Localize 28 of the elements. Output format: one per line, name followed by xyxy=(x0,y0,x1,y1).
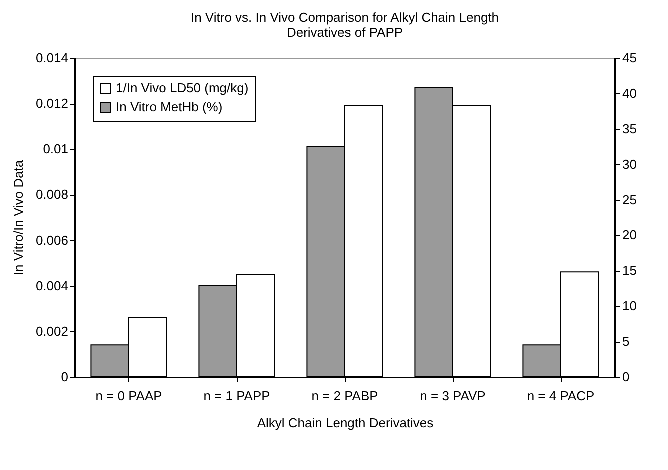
x-tick-label: n = 4 PACP xyxy=(527,388,595,404)
y-tick-label: 0.014 xyxy=(36,50,68,66)
y-tick-label: 0.006 xyxy=(36,232,68,248)
chart-title: In Vitro vs. In Vivo Comparison for Alkyl Chain Length Derivatives of PAPP xyxy=(190,10,500,40)
y2-tick-label: 0 xyxy=(622,370,630,384)
legend-label: In Vitro MetHb (%) xyxy=(116,100,223,114)
y-tick-label: 0.01 xyxy=(43,142,68,157)
x-axis-title: Alkyl Chain Length Derivatives xyxy=(257,416,434,430)
y2-tick-label: 15 xyxy=(622,263,637,278)
y2-tick-label: 20 xyxy=(622,228,637,243)
y2-tick-label: 35 xyxy=(622,121,637,136)
x-tick-label: n = 1 PAPP xyxy=(204,388,270,404)
y-tick-label: 0.002 xyxy=(36,324,68,339)
y-tick-label: 0.004 xyxy=(36,278,68,294)
x-tick-label: n = 3 PAVP xyxy=(420,388,486,404)
y-tick-label: 0 xyxy=(61,370,68,384)
y2-tick-label: 40 xyxy=(622,86,637,101)
y-tick-label: 0.012 xyxy=(36,96,68,112)
y2-tick-label: 25 xyxy=(622,192,637,208)
x-tick-label: n = 2 PABP xyxy=(312,388,378,404)
y2-tick-label: 5 xyxy=(622,334,630,350)
y2-tick-label: 30 xyxy=(622,156,637,172)
y-tick-label: 0.008 xyxy=(36,187,68,202)
y-axis-title: In Vitro/In Vivo Data xyxy=(10,160,26,276)
y2-tick-label: 10 xyxy=(622,298,637,314)
legend-label: 1/In Vivo LD50 (mg/kg) xyxy=(116,80,249,96)
x-tick-label: n = 0 PAAP xyxy=(96,388,162,404)
y2-tick-label: 45 xyxy=(622,50,637,66)
